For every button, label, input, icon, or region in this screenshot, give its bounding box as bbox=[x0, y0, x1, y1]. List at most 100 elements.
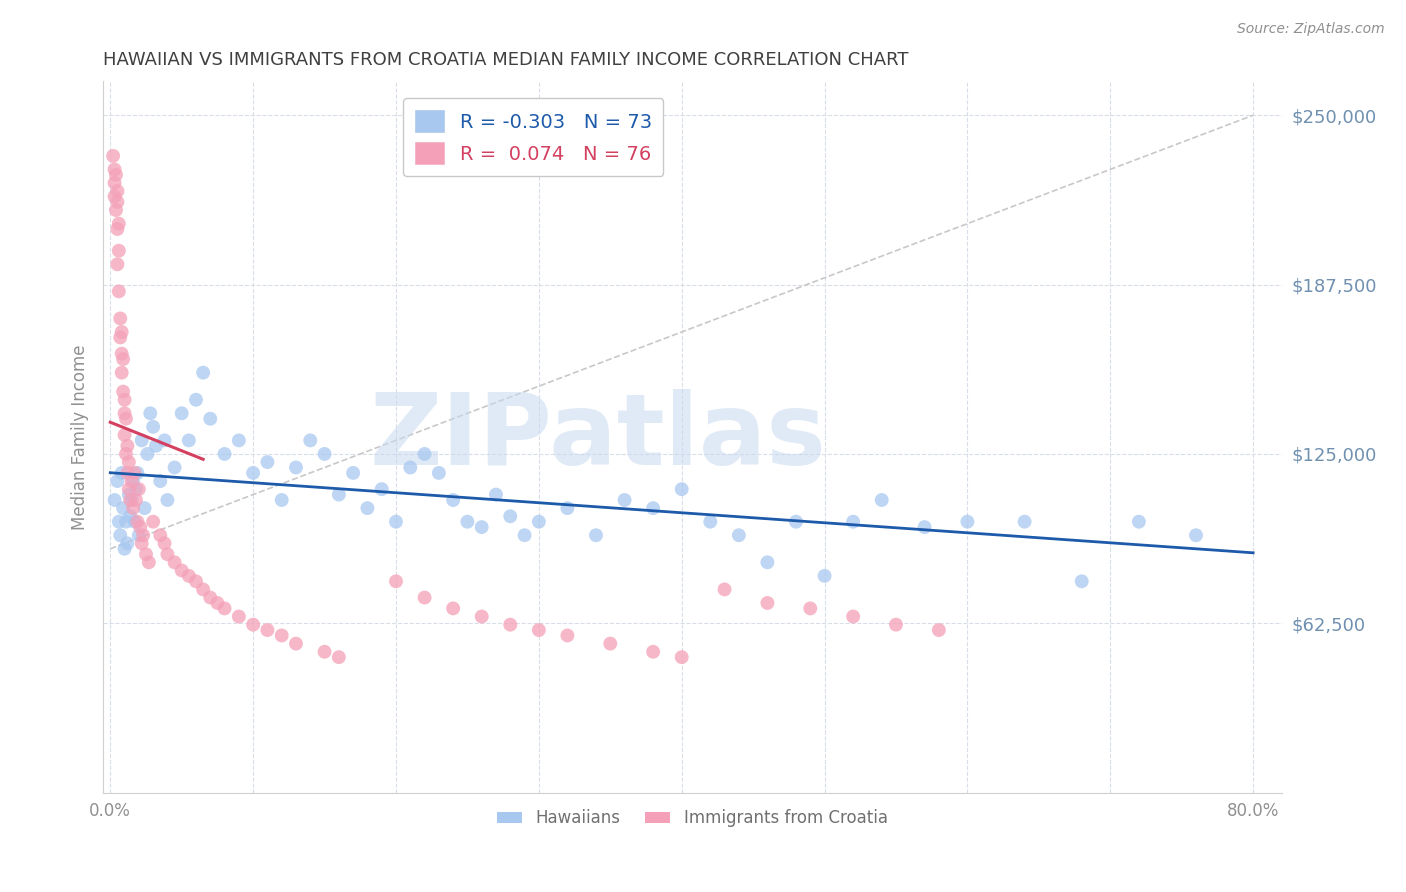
Point bbox=[413, 591, 436, 605]
Point bbox=[928, 623, 950, 637]
Point bbox=[314, 447, 336, 461]
Point bbox=[191, 582, 214, 597]
Point bbox=[471, 609, 494, 624]
Point bbox=[228, 609, 250, 624]
Point bbox=[342, 466, 364, 480]
Point bbox=[142, 420, 165, 434]
Point bbox=[107, 184, 129, 198]
Point bbox=[842, 515, 865, 529]
Point bbox=[112, 384, 135, 399]
Point bbox=[242, 466, 264, 480]
Point bbox=[314, 645, 336, 659]
Point bbox=[813, 569, 835, 583]
Point bbox=[1014, 515, 1036, 529]
Point bbox=[557, 628, 579, 642]
Point bbox=[599, 637, 621, 651]
Point bbox=[125, 493, 148, 508]
Point bbox=[713, 582, 735, 597]
Point bbox=[370, 482, 392, 496]
Point bbox=[108, 285, 131, 299]
Point bbox=[1128, 515, 1150, 529]
Point bbox=[471, 520, 494, 534]
Point bbox=[527, 515, 550, 529]
Point bbox=[108, 217, 131, 231]
Point bbox=[120, 509, 142, 524]
Point bbox=[142, 515, 165, 529]
Text: ZIPatlas: ZIPatlas bbox=[370, 389, 827, 485]
Point bbox=[132, 528, 155, 542]
Point bbox=[643, 645, 665, 659]
Point bbox=[285, 460, 308, 475]
Point bbox=[104, 202, 127, 217]
Point bbox=[117, 466, 139, 480]
Point bbox=[242, 617, 264, 632]
Point bbox=[117, 439, 139, 453]
Point bbox=[115, 411, 138, 425]
Point bbox=[170, 406, 193, 420]
Point bbox=[153, 434, 176, 448]
Point bbox=[191, 366, 214, 380]
Legend: Hawaiians, Immigrants from Croatia: Hawaiians, Immigrants from Croatia bbox=[491, 803, 894, 834]
Text: HAWAIIAN VS IMMIGRANTS FROM CROATIA MEDIAN FAMILY INCOME CORRELATION CHART: HAWAIIAN VS IMMIGRANTS FROM CROATIA MEDI… bbox=[103, 51, 908, 69]
Point bbox=[671, 650, 693, 665]
Point bbox=[128, 528, 150, 542]
Point bbox=[110, 528, 132, 542]
Point bbox=[131, 434, 153, 448]
Point bbox=[138, 555, 160, 569]
Point bbox=[118, 482, 141, 496]
Point bbox=[111, 346, 134, 360]
Point bbox=[110, 311, 132, 326]
Point bbox=[118, 487, 141, 501]
Point bbox=[557, 501, 579, 516]
Point bbox=[107, 257, 129, 271]
Point bbox=[799, 601, 821, 615]
Point bbox=[108, 515, 131, 529]
Point bbox=[114, 428, 136, 442]
Point bbox=[441, 601, 464, 615]
Point bbox=[256, 455, 278, 469]
Point bbox=[207, 596, 229, 610]
Point bbox=[270, 493, 292, 508]
Point bbox=[124, 466, 146, 480]
Point bbox=[214, 601, 236, 615]
Point bbox=[727, 528, 749, 542]
Point bbox=[513, 528, 536, 542]
Point bbox=[184, 574, 207, 589]
Point bbox=[413, 447, 436, 461]
Point bbox=[153, 536, 176, 550]
Point bbox=[671, 482, 693, 496]
Point bbox=[299, 434, 322, 448]
Point bbox=[129, 520, 152, 534]
Point bbox=[149, 474, 172, 488]
Point bbox=[842, 609, 865, 624]
Text: Source: ZipAtlas.com: Source: ZipAtlas.com bbox=[1237, 22, 1385, 37]
Point bbox=[125, 482, 148, 496]
Point bbox=[136, 447, 159, 461]
Point bbox=[145, 439, 167, 453]
Point bbox=[103, 189, 125, 203]
Point bbox=[156, 547, 179, 561]
Point bbox=[122, 501, 145, 516]
Point bbox=[115, 515, 138, 529]
Point bbox=[111, 325, 134, 339]
Point bbox=[1185, 528, 1208, 542]
Point bbox=[114, 406, 136, 420]
Point bbox=[103, 176, 125, 190]
Point bbox=[427, 466, 450, 480]
Point bbox=[156, 493, 179, 508]
Point bbox=[256, 623, 278, 637]
Point bbox=[149, 528, 172, 542]
Point bbox=[441, 493, 464, 508]
Point bbox=[103, 493, 125, 508]
Point bbox=[270, 628, 292, 642]
Point bbox=[756, 596, 779, 610]
Point bbox=[163, 460, 186, 475]
Point bbox=[114, 392, 136, 407]
Point bbox=[527, 623, 550, 637]
Point bbox=[112, 501, 135, 516]
Point bbox=[127, 466, 149, 480]
Point bbox=[104, 168, 127, 182]
Point bbox=[114, 541, 136, 556]
Point bbox=[785, 515, 807, 529]
Point bbox=[613, 493, 636, 508]
